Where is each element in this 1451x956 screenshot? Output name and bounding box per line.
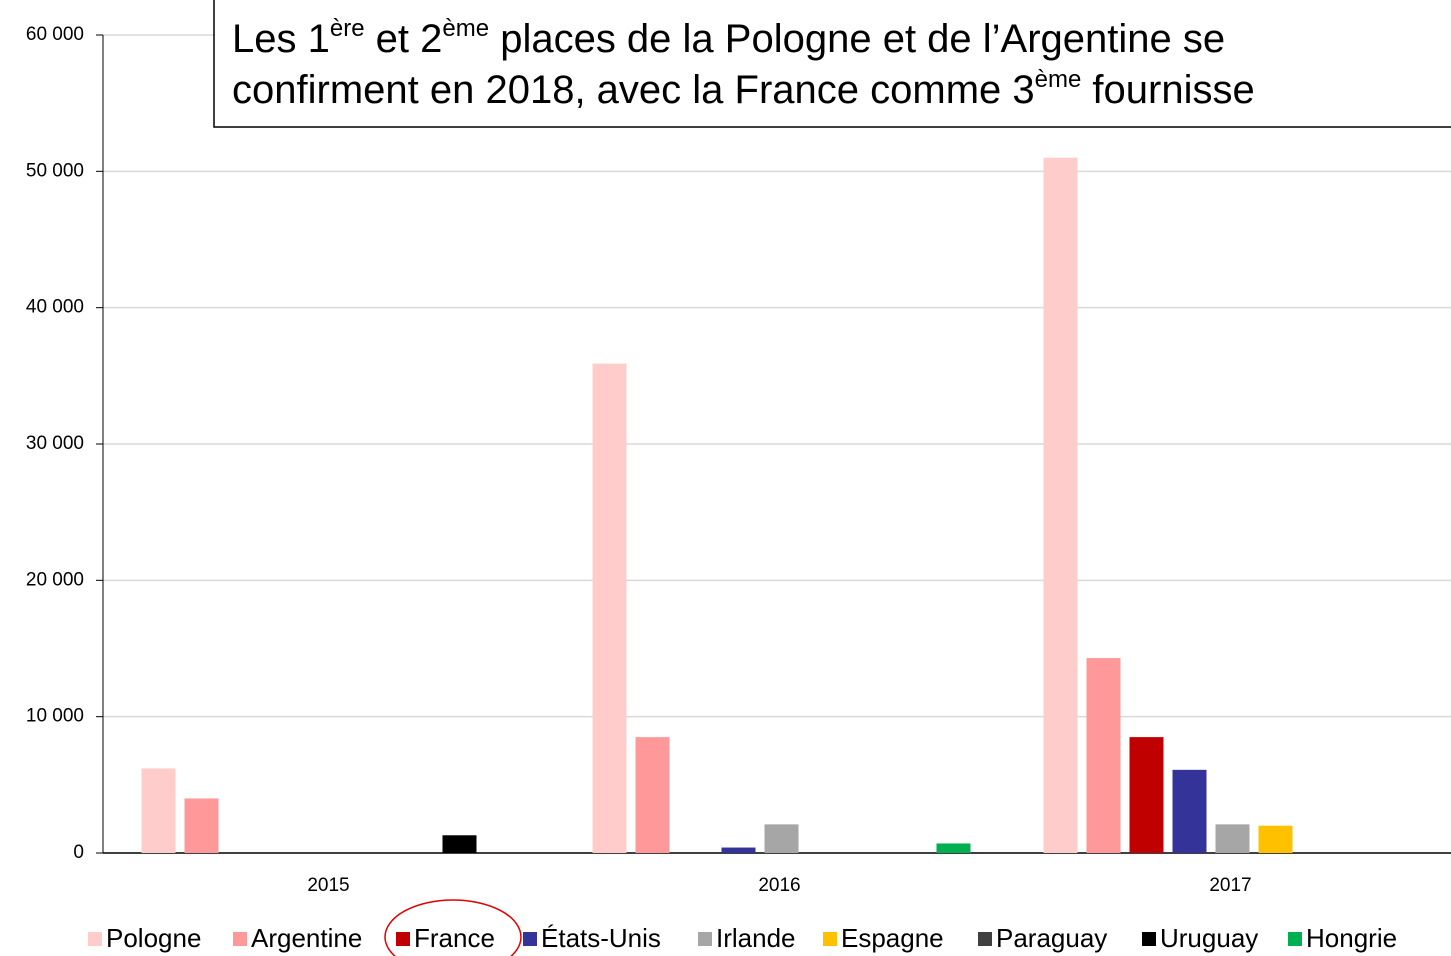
legend-swatch [88, 932, 102, 946]
legend-label: États-Unis [541, 923, 661, 953]
highlight-circle [384, 899, 522, 956]
legend-swatch [1288, 932, 1302, 946]
bar [184, 798, 219, 853]
legend-swatch [823, 932, 837, 946]
bar [1215, 824, 1250, 853]
bar [635, 737, 670, 853]
annotation-segment: confirment en 2018, avec la France comme… [232, 68, 1035, 112]
legend-swatch [233, 932, 247, 946]
bar [442, 835, 477, 853]
y-tick-label: 30 000 [26, 433, 84, 454]
annotation-segment: ème [1035, 66, 1082, 93]
bar [1043, 157, 1078, 853]
annotation-segment: Les 1 [232, 17, 330, 61]
bar [936, 843, 971, 853]
annotation-segment: ère [330, 15, 365, 42]
bar [1086, 658, 1121, 853]
bar [141, 768, 176, 853]
annotation-segment: et 2 [365, 17, 443, 61]
x-tick-label: 2015 [307, 875, 349, 896]
y-tick-label: 10 000 [26, 706, 84, 727]
legend-label: Pologne [106, 923, 201, 953]
legend-label: Paraguay [996, 923, 1107, 953]
annotation-segment: places de la Pologne et de l’Argentine s… [489, 17, 1225, 61]
annotation-text: Les 1ère et 2ème places de la Pologne et… [232, 15, 1225, 61]
legend-label: Argentine [251, 923, 362, 953]
bar [721, 847, 756, 853]
legend-label: Irlande [716, 923, 796, 953]
legend-swatch [698, 932, 712, 946]
y-tick-label: 50 000 [26, 160, 84, 181]
x-tick-label: 2016 [758, 875, 800, 896]
annotation-box [213, 0, 1451, 128]
legend-label: Hongrie [1306, 923, 1397, 953]
annotation-text: confirment en 2018, avec la France comme… [232, 66, 1255, 112]
bar [592, 363, 627, 853]
legend-label: Espagne [841, 923, 944, 953]
legend-swatch [396, 932, 410, 946]
y-tick-label: 60 000 [26, 24, 84, 45]
bar [1172, 769, 1207, 853]
bar [1129, 737, 1164, 853]
legend-label: Uruguay [1160, 923, 1258, 953]
legend-swatch [523, 932, 537, 946]
annotation-segment: ème [442, 15, 489, 42]
legend-label: France [414, 923, 495, 953]
legend-swatch [978, 932, 992, 946]
x-tick-label: 2017 [1209, 875, 1251, 896]
y-tick-label: 0 [73, 842, 84, 863]
bar [1258, 825, 1293, 853]
y-tick-label: 20 000 [26, 569, 84, 590]
y-tick-label: 40 000 [26, 297, 84, 318]
legend-swatch [1142, 932, 1156, 946]
annotation-segment: fournisse [1081, 68, 1254, 112]
bar [764, 824, 799, 853]
